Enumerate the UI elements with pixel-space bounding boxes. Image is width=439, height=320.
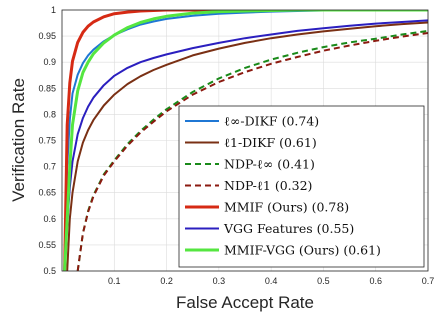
x-tick-labels: 0.1 0.2 0.3 0.4 0.5 0.6 0.7 [108,276,434,286]
legend-box [178,105,425,268]
y-tick-label: 0.8 [43,109,56,119]
series-line-5 [63,19,428,271]
x-tick-label: 0.7 [422,276,435,286]
series-line-6 [63,10,428,271]
series-line-3 [76,32,428,271]
y-tick-label: 0.85 [38,83,56,93]
legend-label: ℓ1-DIKF (0.61) [224,135,317,150]
legend-label: ℓ∞-DIKF (0.74) [224,114,319,129]
y-tick-label: 0.95 [38,31,56,41]
legend-label: MMIF (Ours) (0.78) [224,200,349,215]
legend-label: MMIF-VGG (Ours) (0.61) [224,243,381,258]
x-tick-label: 0.1 [108,276,121,286]
y-tick-label: 0.7 [43,162,56,172]
y-tick-label: 0.6 [43,214,56,224]
y-axis-label: Verification Rate [9,78,28,202]
legend-label: NDP-ℓ1 (0.32) [224,178,312,193]
y-tick-label: 0.55 [38,240,56,250]
x-tick-label: 0.6 [369,276,382,286]
y-tick-label: 0.5 [43,266,56,276]
legend-label: VGG Features (0.55) [223,221,354,236]
legend-label: NDP-ℓ∞ (0.41) [224,157,315,172]
y-tick-label: 1 [51,5,56,15]
series-line-1 [66,21,428,271]
y-tick-label: 0.65 [38,188,56,198]
x-tick-label: 0.4 [265,276,278,286]
series-line-4 [63,10,428,271]
plot-frame [61,9,429,272]
y-tick-label: 0.9 [43,57,56,67]
legend: ℓ∞-DIKF (0.74) ℓ1-DIKF (0.61) NDP-ℓ∞ (0.41… [178,105,425,268]
x-tick-label: 0.5 [317,276,330,286]
x-tick-label: 0.3 [213,276,226,286]
x-axis-label: False Accept Rate [176,293,314,312]
series-lines [63,10,428,271]
y-tick-labels: 0.5 0.55 0.6 0.65 0.7 0.75 0.8 0.85 0.9 0.95 1 [38,5,56,276]
y-tick-label: 0.75 [38,136,56,146]
x-tick-label: 0.2 [160,276,173,286]
